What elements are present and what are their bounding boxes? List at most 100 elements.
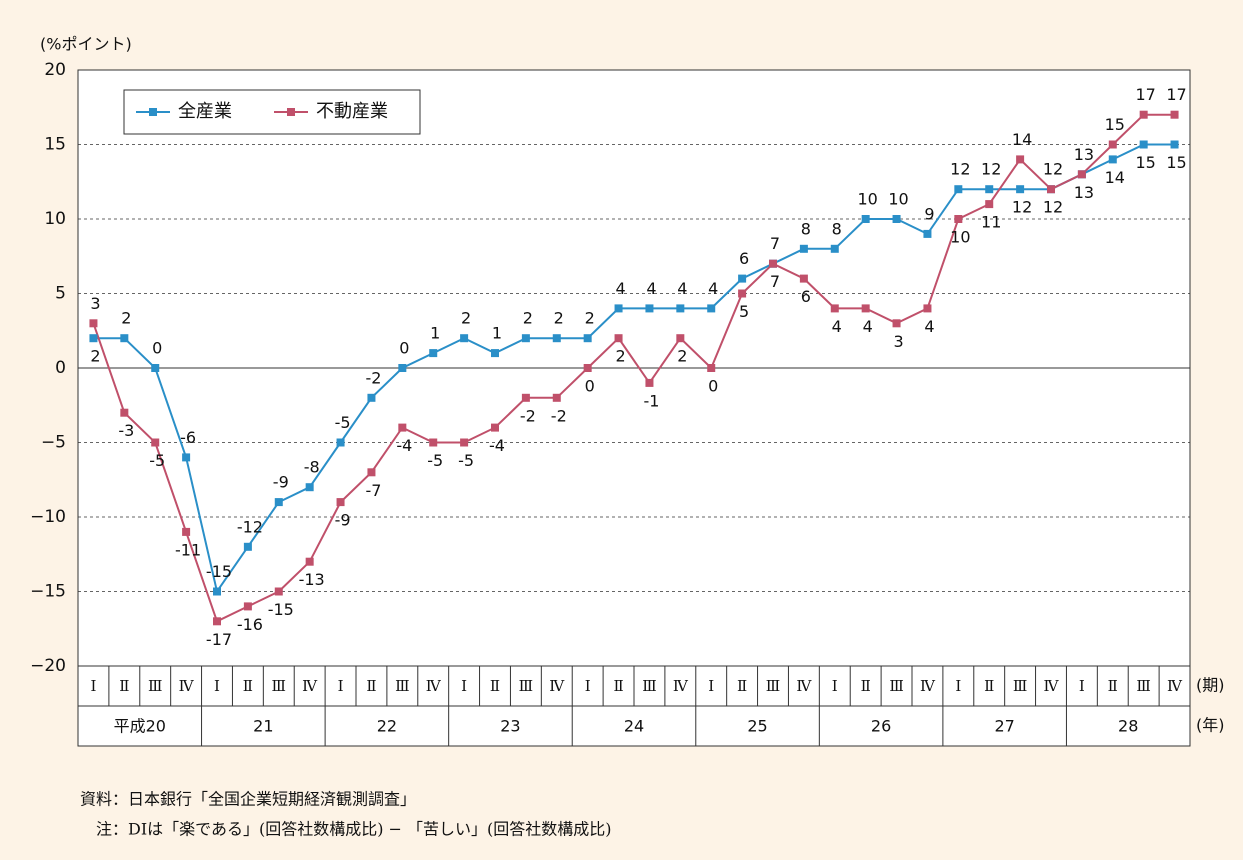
marker [954, 185, 963, 194]
year-label: 21 [253, 717, 273, 736]
marker [1016, 185, 1025, 194]
marker [243, 542, 252, 551]
x-tick-label: Ⅰ [832, 677, 838, 695]
marker [738, 274, 747, 283]
data-label: -16 [237, 615, 263, 634]
data-label: 17 [1166, 85, 1186, 104]
marker [769, 259, 777, 268]
x-tick-label: Ⅰ [461, 677, 467, 695]
x-tick-label: Ⅳ [549, 677, 565, 695]
data-label: 0 [585, 377, 595, 396]
data-label: 2 [554, 309, 564, 328]
x-tick-label: Ⅳ [796, 677, 812, 695]
marker [151, 438, 160, 447]
y-tick-label: 5 [55, 284, 66, 304]
legend-marker [149, 108, 157, 116]
marker [1170, 110, 1179, 119]
year-unit: (年) [1196, 716, 1225, 735]
x-tick-label: Ⅳ [673, 677, 689, 695]
year-label: 平成20 [114, 717, 166, 736]
marker [1108, 155, 1117, 164]
marker [336, 498, 345, 507]
data-label: 0 [152, 339, 162, 358]
data-label: 13 [1074, 145, 1094, 164]
marker [552, 334, 561, 343]
y-tick-label: 10 [44, 209, 66, 229]
data-label: -8 [304, 458, 320, 477]
x-tick-label: Ⅲ [1013, 677, 1027, 695]
marker [892, 215, 901, 223]
data-label: 0 [399, 339, 409, 358]
x-tick-label: Ⅲ [148, 677, 162, 695]
data-label: -6 [180, 428, 196, 447]
data-label: 10 [888, 190, 908, 209]
marker [1016, 155, 1025, 164]
x-tick-label: Ⅲ [395, 677, 409, 695]
marker [707, 304, 716, 313]
data-label: -2 [551, 406, 567, 425]
data-label: 2 [90, 347, 100, 366]
data-label: -5 [149, 451, 165, 470]
marker [799, 274, 808, 283]
data-label: 8 [801, 219, 811, 238]
data-label: -15 [268, 600, 294, 619]
marker [429, 349, 438, 358]
data-label: -15 [206, 562, 232, 581]
y-tick-label: 20 [44, 60, 66, 80]
marker [645, 378, 654, 387]
y-tick-label: 15 [44, 135, 66, 155]
marker [213, 617, 221, 626]
x-tick-label: Ⅱ [613, 677, 623, 695]
marker [583, 364, 592, 372]
data-label: -4 [396, 436, 412, 455]
data-label: -7 [365, 481, 381, 500]
note: 注：DIは「楽である」(回答社数構成比) − 「苦しい」(回答社数構成比) [96, 820, 612, 839]
marker [1170, 140, 1179, 149]
marker [491, 423, 499, 432]
data-label: 3 [893, 332, 903, 351]
data-label: -5 [335, 413, 351, 432]
y-tick-label: 0 [55, 358, 66, 378]
marker [954, 215, 963, 223]
data-label: -5 [427, 451, 443, 470]
marker [213, 587, 221, 596]
marker [861, 215, 870, 223]
legend-box [123, 89, 421, 135]
x-tick-label: Ⅲ [1136, 677, 1150, 695]
y-tick-label: −20 [30, 656, 66, 676]
marker [1139, 110, 1148, 119]
marker [1077, 170, 1086, 179]
data-label: 4 [832, 317, 842, 336]
x-tick-label: Ⅰ [708, 677, 714, 695]
source: 資料：日本銀行「全国企業短期経済観測調査」 [80, 790, 416, 809]
series-line [93, 143, 1175, 594]
marker [305, 557, 314, 566]
marker [738, 289, 747, 298]
marker [182, 453, 191, 462]
marker [830, 304, 839, 313]
marker [614, 304, 623, 313]
x-tick-label: Ⅱ [737, 677, 747, 695]
year-label: 24 [624, 717, 644, 736]
marker [274, 587, 283, 596]
marker [583, 334, 592, 343]
marker [521, 393, 530, 402]
x-tick-label: Ⅳ [179, 677, 195, 695]
marker [182, 527, 191, 536]
data-label: 0 [708, 377, 718, 396]
data-label: 10 [950, 228, 970, 247]
x-tick-label: Ⅳ [1167, 677, 1183, 695]
data-label: -9 [273, 473, 289, 492]
x-tick-label: Ⅰ [1079, 677, 1085, 695]
marker [1108, 140, 1117, 149]
data-label: 4 [646, 279, 656, 298]
year-label: 26 [871, 717, 891, 736]
marker [429, 438, 438, 447]
marker [645, 304, 654, 313]
y-tick-label: −10 [30, 507, 66, 527]
data-label: -17 [206, 630, 232, 649]
marker [398, 423, 407, 432]
marker [89, 319, 98, 328]
data-label: 17 [1135, 85, 1155, 104]
marker [1139, 140, 1148, 149]
